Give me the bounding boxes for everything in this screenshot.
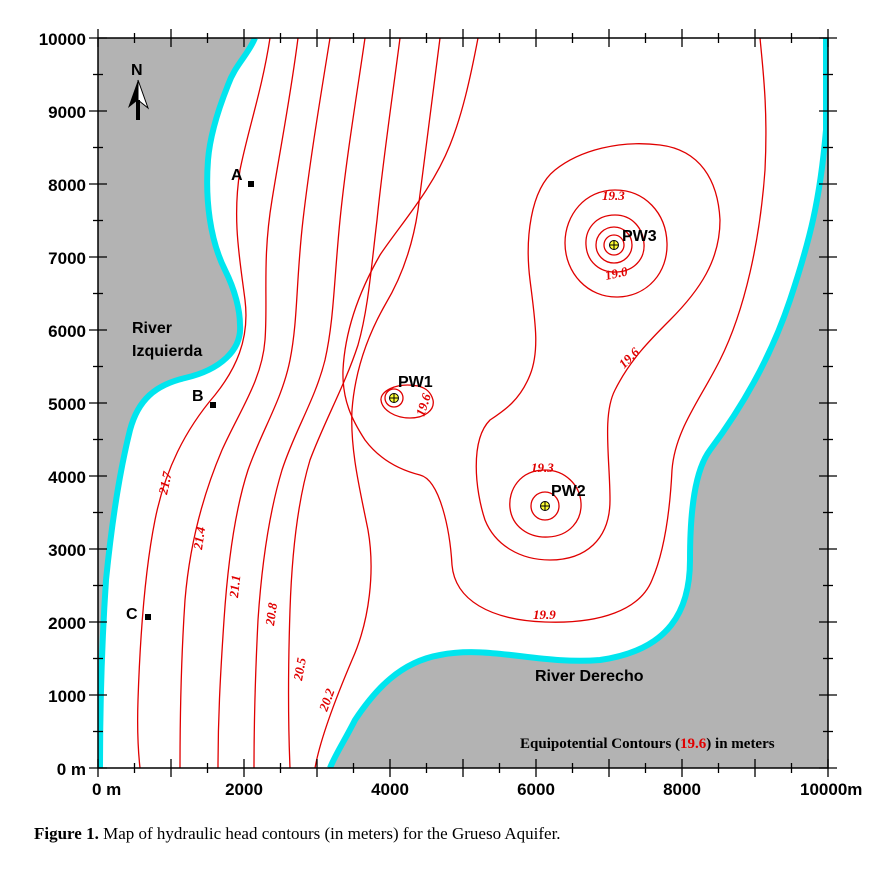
well-pw2-label: PW2	[551, 483, 586, 500]
river-izquierda-label: River	[132, 320, 172, 337]
contour-label-19-3-pw2: 19.3	[531, 460, 554, 475]
point-a-label: A	[231, 167, 243, 184]
figure-caption: Figure 1. Map of hydraulic head contours…	[34, 824, 561, 844]
contour-19-9	[342, 38, 767, 623]
y-tick-label: 0 m	[57, 760, 86, 779]
contour-legend: Equipotential Contours (19.6) in meters	[520, 736, 775, 752]
point-c-label: C	[126, 606, 138, 623]
y-axis: 10000 9000 8000 7000 6000 5000 4000 3000…	[39, 30, 86, 779]
contour-label-19-6-pw1: 19.6	[413, 391, 434, 418]
contour-20-8	[253, 38, 366, 768]
axis-ticks	[89, 29, 837, 777]
contour-19-0-pw3	[585, 214, 645, 273]
y-tick-label: 1000	[48, 687, 86, 706]
y-tick-label: 2000	[48, 614, 86, 633]
north-arrow: N	[128, 62, 150, 120]
north-label: N	[131, 62, 143, 79]
river-izquierda-bank	[98, 38, 258, 768]
y-tick-label: 9000	[48, 103, 86, 122]
x-tick-label: 2000	[225, 780, 263, 799]
x-tick-label: 4000	[371, 780, 409, 799]
y-tick-label: 8000	[48, 176, 86, 195]
well-pw3: PW3	[609, 228, 657, 250]
y-tick-label: 3000	[48, 541, 86, 560]
well-pw1-label: PW1	[398, 374, 433, 391]
x-axis: 0 m 2000 4000 6000 8000 10000m	[92, 780, 862, 799]
well-pw2: PW2	[540, 483, 586, 511]
point-b-label: B	[192, 388, 204, 405]
legend-prefix: Equipotential Contours (	[520, 736, 680, 752]
north-arrow-icon	[128, 80, 138, 108]
contour-inner-pw1	[384, 388, 404, 408]
contour-inner-pw3-b	[603, 234, 625, 256]
right-land-region	[330, 38, 828, 768]
point-c-marker	[145, 614, 151, 620]
contour-21-1	[217, 38, 331, 768]
river-derecho-label: River Derecho	[535, 668, 644, 685]
contour-label-20-2: 20.2	[315, 686, 337, 714]
river-izquierda-label-2: Izquierda	[132, 343, 202, 360]
contour-label-21-7: 21.7	[155, 470, 175, 497]
contour-label-19-0-pw3: 19.0	[604, 263, 630, 283]
x-tick-label: 6000	[517, 780, 555, 799]
contour-19-6-main	[475, 143, 721, 561]
contour-inner-pw3-a	[595, 226, 633, 264]
legend-value: 19.6	[680, 736, 707, 752]
contour-21-7	[136, 38, 271, 768]
x-tick-label: 10000m	[800, 780, 862, 799]
point-a-marker	[248, 181, 254, 187]
contour-20-2	[314, 38, 441, 768]
well-pw3-label: PW3	[622, 228, 657, 245]
x-tick-label: 8000	[663, 780, 701, 799]
y-tick-label: 6000	[48, 322, 86, 341]
well-pw1: PW1	[389, 374, 433, 403]
y-tick-label: 4000	[48, 468, 86, 487]
contour-label-19-9: 19.9	[533, 607, 556, 622]
contour-20-5	[287, 38, 401, 768]
contour-19-3-pw2	[509, 469, 582, 538]
contour-label-21-4: 21.4	[190, 525, 208, 551]
x-tick-label: 0 m	[92, 780, 121, 799]
contour-label-19-6-main: 19.6	[616, 344, 643, 371]
contour-19-3-pw3	[564, 189, 668, 298]
contour-19-6-pw1	[380, 384, 434, 419]
caption-label: Figure 1.	[34, 824, 99, 843]
legend-suffix: ) in meters	[706, 736, 774, 752]
contour-label-21-1: 21.1	[226, 574, 243, 599]
contour-label-20-8: 20.8	[262, 601, 280, 627]
contour-inner-pw2	[530, 491, 560, 521]
left-land-region	[98, 38, 255, 768]
observation-points: A B C	[126, 167, 254, 623]
y-tick-label: 7000	[48, 249, 86, 268]
caption-text: Map of hydraulic head contours (in meter…	[98, 824, 561, 843]
y-tick-label: 5000	[48, 395, 86, 414]
pumping-wells: PW1 PW2 PW3	[389, 228, 657, 511]
river-derecho-bank	[327, 38, 828, 768]
contour-label-20-5: 20.5	[290, 656, 309, 682]
point-b-marker	[210, 402, 216, 408]
contour-21-4	[179, 38, 299, 768]
contour-label-19-3-pw3: 19.3	[602, 188, 625, 203]
y-tick-label: 10000	[39, 30, 86, 49]
